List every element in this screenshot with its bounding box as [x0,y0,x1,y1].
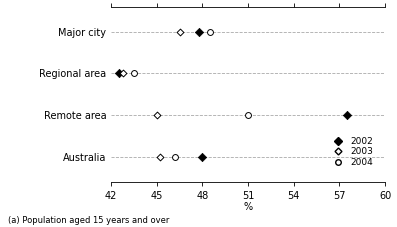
Point [344,113,350,117]
Point [172,155,178,158]
Point [176,30,183,34]
Point [131,72,137,75]
Point [245,113,251,117]
Text: (a) Population aged 15 years and over: (a) Population aged 15 years and over [8,216,169,225]
X-axis label: %: % [244,202,252,212]
Point [196,30,202,34]
Point [157,155,163,158]
Point [207,30,213,34]
Point [116,72,122,75]
Point [120,72,127,75]
Point [154,113,160,117]
Legend: 2002, 2003, 2004: 2002, 2003, 2004 [330,137,373,167]
Point [199,155,206,158]
